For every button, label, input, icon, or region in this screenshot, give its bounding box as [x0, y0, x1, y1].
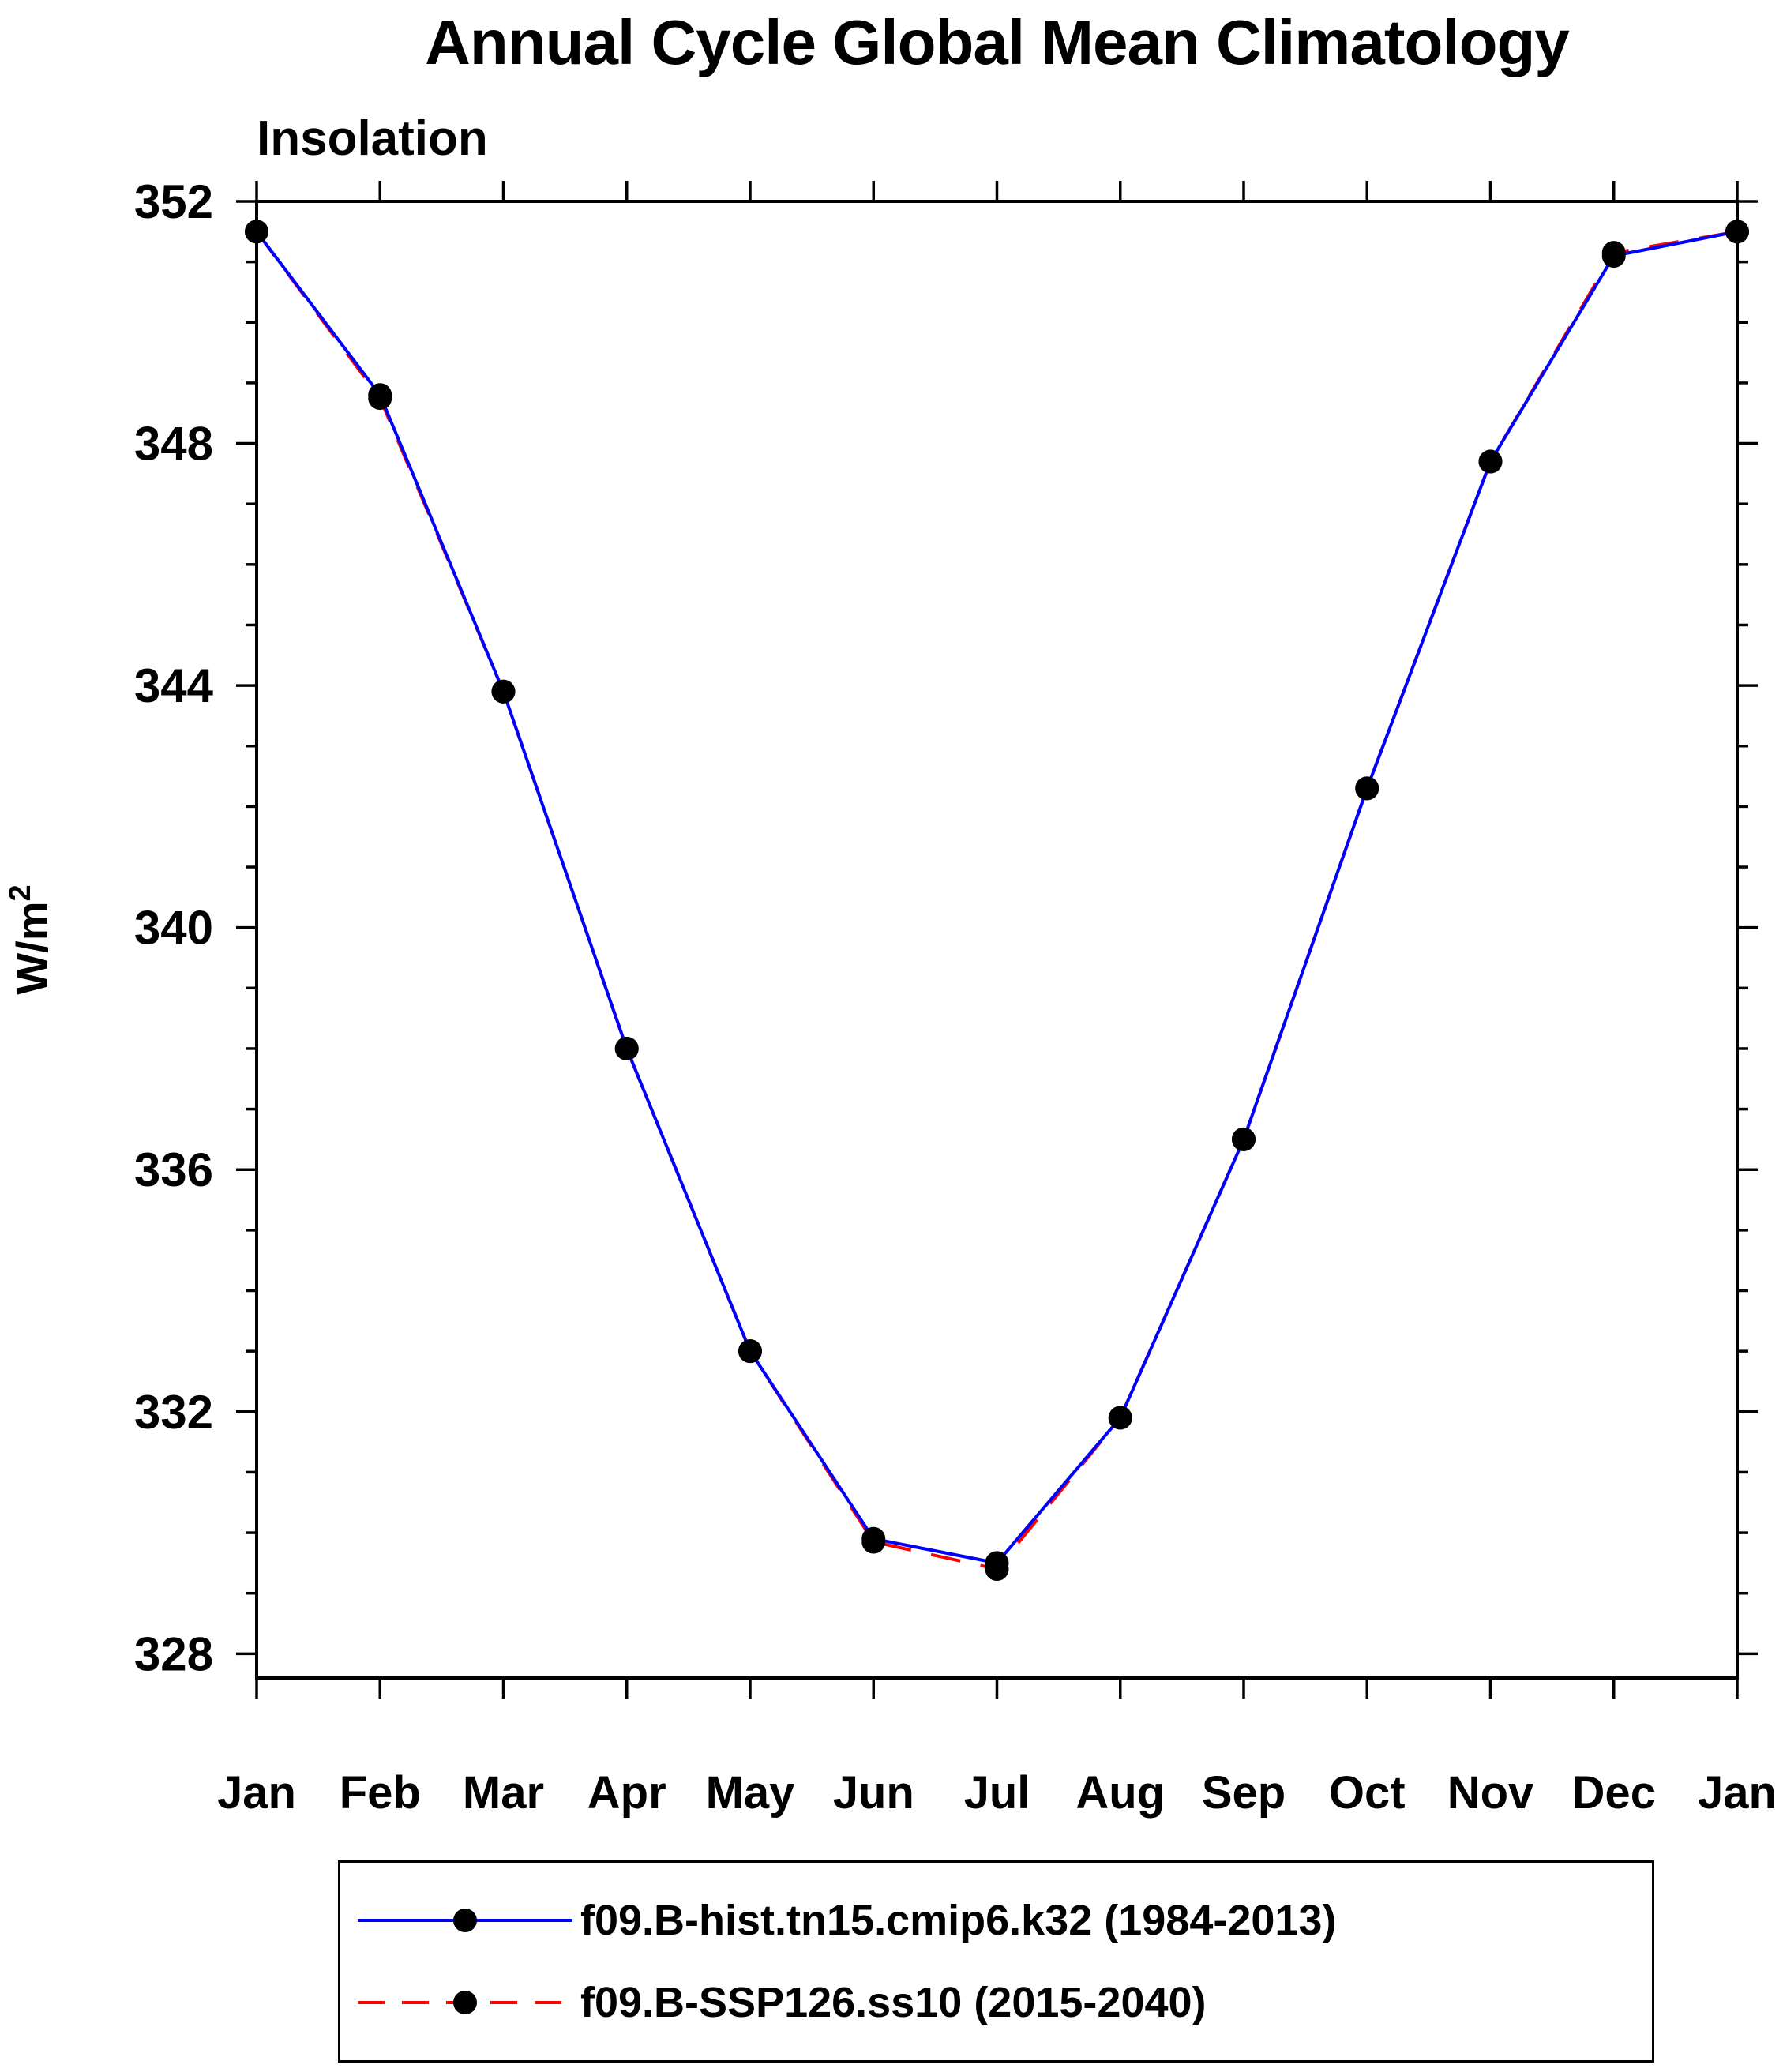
x-tick-label: Mar — [463, 1767, 544, 1819]
data-point-marker — [1355, 776, 1379, 801]
data-point-marker — [1108, 1406, 1132, 1430]
series-line — [255, 230, 1738, 1571]
data-point-marker — [1478, 449, 1503, 474]
solid-line-marker-icon — [358, 1909, 572, 1932]
data-point-marker — [491, 679, 516, 704]
data-point-marker — [985, 1557, 1009, 1582]
x-tick-label: Jan — [217, 1767, 296, 1819]
x-tick-label: May — [706, 1767, 795, 1819]
x-tick-label: Nov — [1447, 1767, 1534, 1819]
legend-item-ssp: f09.B-SSP126.ss10 (2015-2040) — [355, 1978, 1652, 2027]
data-point-marker — [1601, 241, 1626, 265]
y-tick-label: 344 — [134, 659, 214, 712]
data-point-marker — [738, 1339, 762, 1364]
legend: f09.B-hist.tn15.cmip6.k32 (1984-2013) f0… — [338, 1860, 1654, 2063]
legend-label-ssp: f09.B-SSP126.ss10 (2015-2040) — [580, 1979, 1207, 2026]
y-tick-label: 336 — [134, 1143, 213, 1196]
legend-label-hist: f09.B-hist.tn15.cmip6.k32 (1984-2013) — [580, 1897, 1337, 1944]
x-tick-label: Feb — [340, 1767, 421, 1819]
data-point-marker — [614, 1036, 639, 1060]
data-point-marker — [861, 1530, 886, 1554]
y-tick-label: 332 — [134, 1386, 213, 1439]
x-tick-label: Oct — [1329, 1767, 1406, 1819]
x-tick-label: Dec — [1572, 1767, 1656, 1819]
chart-subtitle: Insolation — [257, 111, 488, 166]
data-point-marker — [368, 386, 392, 411]
x-tick-label: Apr — [587, 1767, 666, 1819]
x-tick-label: Jun — [833, 1767, 914, 1819]
dashed-line-marker-icon — [358, 1991, 572, 2014]
x-tick-label: Jan — [1698, 1767, 1777, 1819]
data-point-marker — [1232, 1127, 1256, 1151]
series-line — [255, 230, 1738, 1565]
chart-title: Annual Cycle Global Mean Climatology — [425, 7, 1570, 77]
data-point-marker — [1725, 220, 1749, 244]
x-tick-label: Sep — [1202, 1767, 1286, 1819]
x-tick-label: Jul — [964, 1767, 1030, 1819]
y-axis-title: W/m2 — [4, 884, 57, 994]
y-tick-label: 348 — [134, 418, 213, 471]
y-tick-label: 340 — [134, 902, 213, 955]
y-tick-label: 328 — [134, 1627, 213, 1680]
legend-item-hist: f09.B-hist.tn15.cmip6.k32 (1984-2013) — [355, 1896, 1652, 1945]
y-tick-label: 352 — [134, 175, 213, 228]
data-point-marker — [245, 220, 268, 244]
x-tick-label: Aug — [1075, 1767, 1165, 1819]
